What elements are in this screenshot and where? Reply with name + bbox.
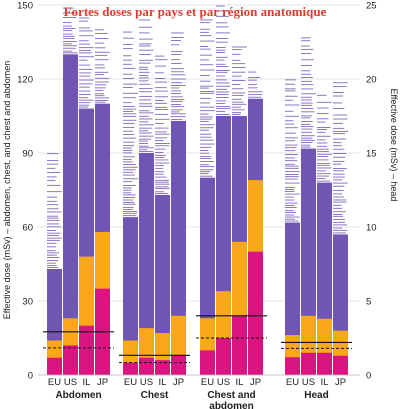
bar-high-chest-jp xyxy=(171,120,186,375)
bar-low-eu xyxy=(200,350,215,375)
x-tick-us: US xyxy=(140,377,153,388)
chart-title: Fortes doses par pays et par région anat… xyxy=(64,4,327,19)
group-label: Chest and xyxy=(207,390,255,401)
x-tick-il: IL xyxy=(83,377,91,388)
x-tick-il: IL xyxy=(321,377,329,388)
y-tick-right: 15 xyxy=(366,149,377,160)
bar-low-eu xyxy=(123,362,138,375)
bar-low-us xyxy=(301,352,316,375)
y-axis-label-left: Effective dose (mSv) – abdomen, chest, a… xyxy=(2,61,12,320)
group-label: abdomen xyxy=(209,401,253,409)
y-tick-left: 60 xyxy=(22,223,33,234)
bar-low-us xyxy=(216,338,231,375)
y-tick-left: 150 xyxy=(17,1,33,12)
y-tick-left: 120 xyxy=(17,75,33,86)
y-tick-right: 20 xyxy=(366,75,377,86)
bar-low-us xyxy=(63,345,78,375)
y-tick-right: 25 xyxy=(366,1,377,12)
x-tick-jp: JP xyxy=(97,377,108,388)
bar-low-eu xyxy=(47,357,62,375)
x-tick-jp: JP xyxy=(335,377,346,388)
y-tick-right: 0 xyxy=(366,371,371,382)
x-tick-us: US xyxy=(217,377,230,388)
bar-low-il xyxy=(155,360,170,375)
x-tick-jp: JP xyxy=(173,377,184,388)
y-tick-left: 30 xyxy=(22,297,33,308)
group-label: Chest xyxy=(141,390,169,401)
bar-high-chest-eu xyxy=(123,217,138,375)
x-tick-eu: EU xyxy=(124,377,137,388)
bar-high-abdomen-us xyxy=(63,54,78,375)
bar-high-chest-us xyxy=(139,153,154,375)
y-tick-left: 90 xyxy=(22,149,33,160)
x-tick-il: IL xyxy=(159,377,167,388)
bar-low-us xyxy=(139,357,154,375)
x-tick-jp: JP xyxy=(250,377,261,388)
y-tick-left: 0 xyxy=(28,371,33,382)
bar-high-chest-il xyxy=(155,194,170,375)
y-tick-right: 10 xyxy=(366,223,377,234)
bar-low-il xyxy=(79,325,94,375)
reference-lines xyxy=(43,315,352,364)
bar-low-eu xyxy=(285,357,300,375)
group-label: Head xyxy=(304,390,328,401)
x-tick-eu: EU xyxy=(201,377,214,388)
bar-low-il xyxy=(232,315,247,375)
bar-low-jp xyxy=(333,355,348,375)
x-tick-eu: EU xyxy=(286,377,299,388)
x-tick-us: US xyxy=(64,377,77,388)
x-tick-eu: EU xyxy=(48,377,61,388)
y-axis-label-right: Effective dose (mSv) – head xyxy=(389,89,399,202)
bars xyxy=(47,5,348,376)
x-tick-us: US xyxy=(302,377,315,388)
y-tick-right: 5 xyxy=(366,297,371,308)
bar-low-jp xyxy=(171,355,186,375)
bar-low-il xyxy=(317,352,332,375)
bar-low-jp xyxy=(248,251,263,375)
x-tick-il: IL xyxy=(236,377,244,388)
group-label: Abdomen xyxy=(55,390,101,401)
